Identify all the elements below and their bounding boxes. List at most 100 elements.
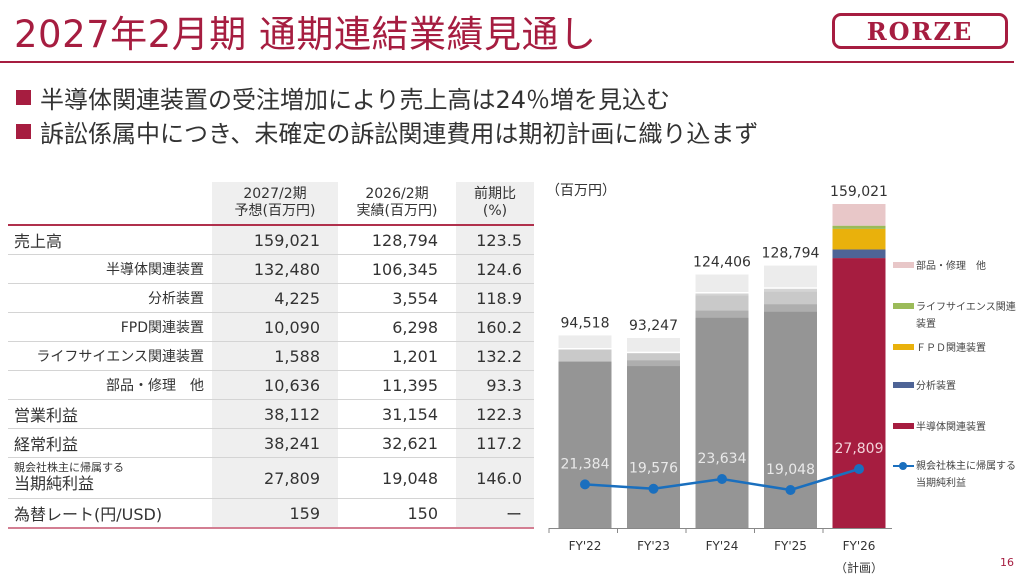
net-income-label: 21,384 [561,456,610,472]
x-tick-label: FY'24 [706,539,739,553]
net-income-point [785,485,796,495]
bar-segment [764,311,817,528]
bar-segment [764,288,817,292]
row-label: 経常利益 [8,428,212,458]
row-label: 営業利益 [8,399,212,429]
table-row: ライフサイエンス関連装置 1,588 1,201 132.2 [8,341,534,371]
net-income-point [717,474,727,485]
legend-item: ＦＰＤ関連装置 [893,340,986,357]
legend-label: 親会社株主に帰属する 当期純利益 [916,461,1016,489]
square-bullet-icon [16,123,31,139]
row-label: 分析装置 [8,283,212,313]
bar-segment [832,249,886,259]
bar-segment [764,304,817,312]
bar-segment [832,228,886,250]
actual-value: 19,048 [338,457,456,499]
actual-value: 11,395 [338,370,456,400]
rorze-logo: RORZE [832,13,1008,49]
actual-value: 1,201 [338,341,456,371]
net-income-label: 19,576 [629,461,678,477]
net-income-point [580,479,590,490]
table-row: 分析装置 4,225 3,554 118.9 [8,283,534,313]
page-number: 16 [1000,556,1014,569]
legend-item: ライフサイエンス関連 装置 [893,299,1016,333]
bar-segment [558,361,612,528]
row-label: ライフサイエンス関連装置 [8,341,212,371]
forecast-table: 2027/2期 予想(百万円) 2026/2期 実績(百万円) 前期比 (%) 売上高… [8,182,534,529]
net-income-label: 19,048 [766,462,815,478]
forecast-value: 10,636 [212,370,338,400]
ratio-value: 123.5 [456,225,534,255]
row-label: 売上高 [8,225,212,255]
legend-swatch-icon [893,382,914,388]
line-marker-icon [893,462,914,470]
bar-segment [695,310,749,318]
title-divider [0,61,1014,63]
bar-segment [832,225,886,229]
legend-label-line2: 装置 [916,319,936,330]
bar-segment [627,353,680,361]
header-ratio-line1: 前期比 [474,186,516,202]
row-label-main: 当期純利益 [14,474,95,493]
square-bullet-icon [16,89,31,105]
bar-segment [558,335,612,349]
forecast-value: 159 [212,498,338,529]
forecast-value: 38,241 [212,428,338,458]
bullet-item: 半導体関連装置の受注増加により売上高は24％増を見込む [16,80,758,114]
table-header-row: 2027/2期 予想(百万円) 2026/2期 実績(百万円) 前期比 (%) [8,182,534,226]
row-label: 為替レート(円/USD) [8,498,212,529]
bar-segment [695,317,749,528]
net-income-label: 23,634 [698,451,747,467]
ratio-value: 117.2 [456,428,534,458]
actual-value: 3,554 [338,283,456,313]
actual-value: 31,154 [338,399,456,429]
ratio-value: 160.2 [456,312,534,342]
bullet-list: 半導体関連装置の受注増加により売上高は24％増を見込む 訴訟係属中につき、未確定… [16,80,758,148]
x-tick-label: FY'22 [569,539,602,553]
table-row: 売上高 159,021 128,794 123.5 [8,225,534,255]
actual-value: 128,794 [338,225,456,255]
row-label: 親会社株主に帰属する 当期純利益 [8,457,212,499]
table-row: 半導体関連装置 132,480 106,345 124.6 [8,254,534,284]
ratio-value: ー [456,498,534,529]
bar-total-label: 159,021 [830,184,888,200]
table-row: 経常利益 38,241 32,621 117.2 [8,428,534,458]
bar-segment [832,204,886,226]
forecast-value: 132,480 [212,254,338,284]
actual-value: 32,621 [338,428,456,458]
x-tick-label: FY'25 [774,539,807,553]
row-label-small: 親会社株主に帰属する [14,461,124,474]
header-forecast-line1: 2027/2期 [243,186,307,202]
x-tick-sublabel: （計画） [835,560,883,575]
header-actual-line1: 2026/2期 [365,186,429,202]
page-title: 2027年2月期 通期連結業績見通し [14,13,597,56]
legend-item: 分析装置 [893,378,956,395]
header-blank [8,182,212,226]
ratio-value: 93.3 [456,370,534,400]
header-actual-line2: 実績(百万円) [356,203,438,219]
x-tick-label: FY'23 [637,539,670,553]
legend-label: 分析装置 [916,381,956,392]
header-actual: 2026/2期 実績(百万円) [338,182,456,226]
forecast-value: 10,090 [212,312,338,342]
x-tick-label: FY'26 [843,539,876,553]
bullet-text: 訴訟係属中につき、未確定の訴訟関連費用は期初計画に織り込まず [40,119,759,148]
bar-total-label: 94,518 [561,315,610,331]
legend-label: ライフサイエンス関連 装置 [916,302,1016,330]
bullet-item: 訴訟係属中につき、未確定の訴訟関連費用は期初計画に織り込まず [16,114,758,148]
bar-segment [627,338,680,352]
legend-item: 半導体関連装置 [893,419,986,436]
legend-label: 半導体関連装置 [916,422,986,433]
forecast-value: 38,112 [212,399,338,429]
row-label: FPD関連装置 [8,312,212,342]
bar-segment [764,291,817,305]
header-forecast: 2027/2期 予想(百万円) [212,182,338,226]
ratio-value: 118.9 [456,283,534,313]
net-income-point [854,464,864,474]
legend-item: 部品・修理 他 [893,258,986,275]
bar-segment [832,258,886,528]
legend-label-line2: 当期純利益 [916,478,966,489]
ratio-value: 122.3 [456,399,534,429]
bar-segment [627,360,680,367]
logo-text: RORZE [866,16,974,46]
